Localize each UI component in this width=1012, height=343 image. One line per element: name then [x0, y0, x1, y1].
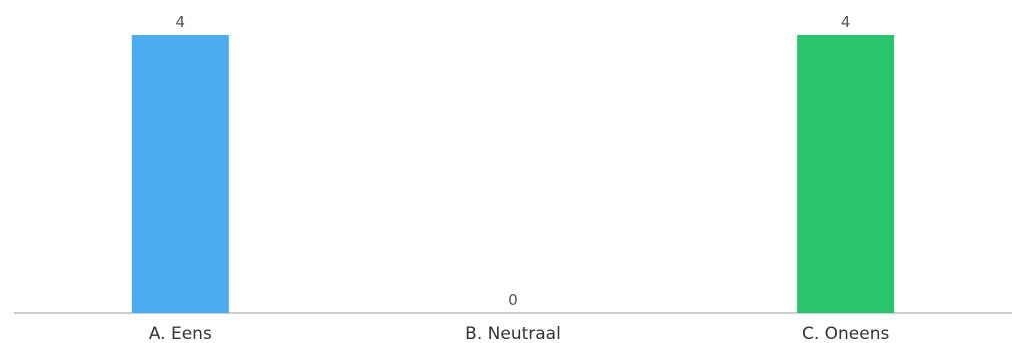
category-labels-group: A. Eens B. Neutraal C. Oneens: [149, 324, 890, 343]
value-label-3: 4: [841, 13, 851, 31]
value-label-2: 0: [508, 291, 518, 309]
category-label-1: A. Eens: [149, 324, 212, 343]
bar-3: [797, 35, 895, 313]
value-label-1: 4: [176, 13, 186, 31]
category-label-3: C. Oneens: [802, 324, 890, 343]
bars-group: [131, 35, 895, 313]
bar-1: [131, 35, 229, 313]
category-label-2: B. Neutraal: [465, 324, 561, 343]
value-labels-group: 4 0 4: [176, 13, 851, 309]
